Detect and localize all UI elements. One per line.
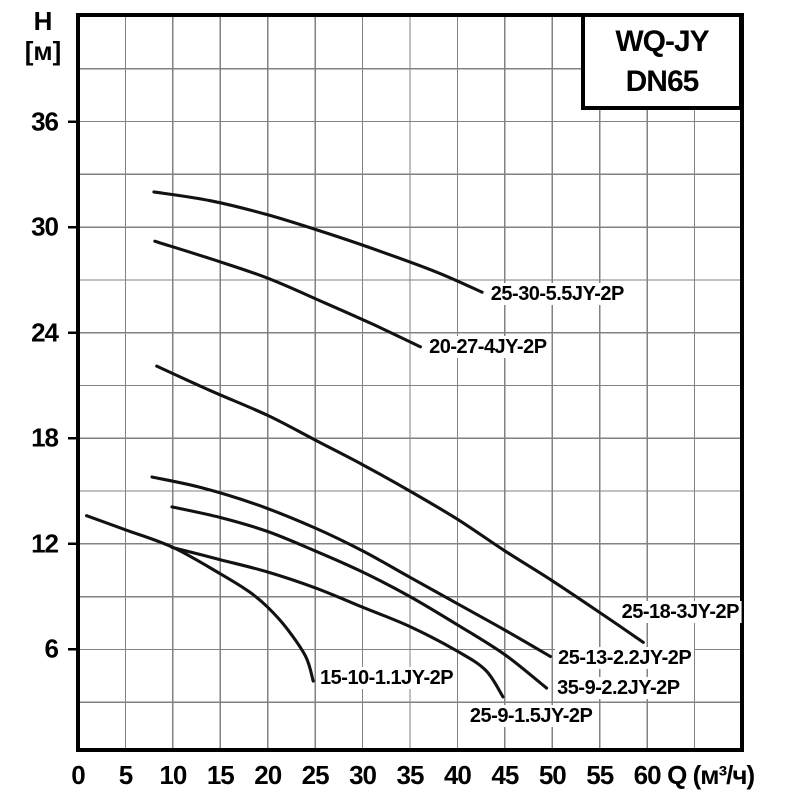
pump-curve-20-27-4JY-2P <box>153 239 422 349</box>
plot-border <box>76 13 744 752</box>
model-series-box: WQ-JY DN65 <box>581 13 743 110</box>
model-series-line2: DN65 <box>625 64 700 98</box>
pump-curve-25-9-1.5JY-2P <box>170 545 505 699</box>
pump-curve-25-18-3JY-2P <box>155 364 645 644</box>
pump-curve-35-9-2.2JY-2P <box>170 505 549 690</box>
pump-curve-25-13-2.2JY-2P <box>150 475 552 659</box>
pump-curve-15-10-1.1JY-2P <box>84 514 315 683</box>
model-series-line1: WQ-JY <box>615 24 709 58</box>
pump-curve-25-30-5.5JY-2P <box>152 190 484 294</box>
